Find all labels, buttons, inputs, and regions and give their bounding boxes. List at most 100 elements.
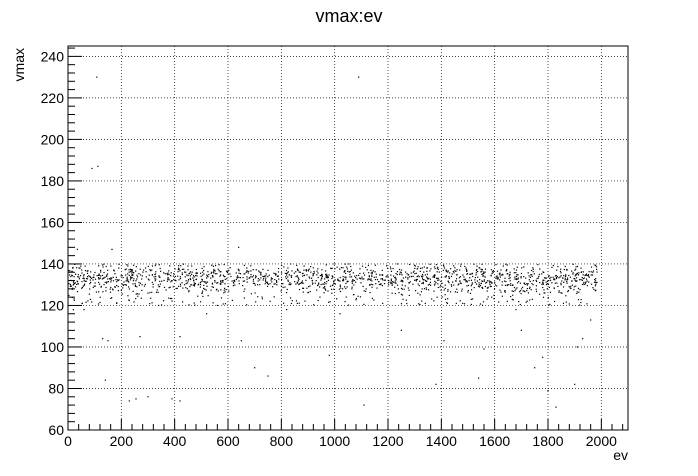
data-point	[206, 285, 208, 287]
data-point	[596, 268, 598, 270]
data-point	[174, 275, 177, 278]
data-point	[554, 279, 556, 281]
data-point	[454, 270, 456, 272]
data-point	[563, 274, 565, 277]
data-point	[309, 277, 311, 279]
data-point	[403, 288, 405, 290]
data-point	[382, 302, 384, 304]
data-point	[73, 299, 75, 301]
data-point	[344, 276, 346, 278]
data-point	[136, 293, 138, 295]
data-point	[97, 303, 100, 305]
data-point	[94, 282, 96, 284]
data-point	[447, 290, 449, 292]
data-point	[571, 270, 573, 272]
data-point	[325, 275, 327, 277]
data-point	[487, 296, 489, 298]
data-point	[297, 280, 300, 282]
data-point	[125, 268, 127, 270]
data-point	[152, 283, 154, 286]
data-point	[236, 275, 239, 277]
data-point	[117, 285, 119, 288]
data-point	[169, 286, 171, 288]
data-point	[175, 287, 177, 290]
data-point	[163, 279, 165, 282]
data-point	[594, 264, 597, 267]
data-point	[390, 268, 392, 270]
data-point	[408, 282, 410, 284]
data-point	[126, 264, 128, 266]
data-point	[594, 264, 596, 266]
data-point	[114, 286, 116, 288]
data-point	[284, 286, 286, 288]
data-point	[295, 283, 297, 285]
data-point	[96, 76, 98, 78]
data-point	[535, 290, 538, 293]
data-point	[423, 266, 425, 268]
data-point	[422, 275, 424, 277]
data-point	[355, 297, 358, 300]
data-point	[371, 275, 373, 278]
data-point	[417, 283, 419, 285]
data-point	[249, 277, 251, 279]
data-point	[492, 270, 495, 272]
data-point	[480, 268, 482, 270]
data-point	[440, 276, 443, 278]
data-point	[177, 271, 179, 273]
data-point	[151, 269, 153, 271]
data-point	[515, 269, 518, 271]
data-point	[518, 300, 520, 303]
y-axis-label: vmax	[11, 48, 27, 81]
data-point	[321, 273, 323, 275]
data-point	[481, 286, 483, 288]
data-point	[210, 272, 212, 274]
data-point	[414, 273, 416, 275]
data-point	[453, 265, 455, 267]
data-point	[447, 270, 449, 272]
data-point	[418, 276, 420, 278]
data-point	[239, 277, 241, 279]
data-point	[433, 266, 436, 268]
data-point	[452, 270, 454, 273]
data-point	[180, 265, 182, 267]
data-point	[134, 284, 137, 286]
data-point	[217, 282, 219, 284]
data-point	[396, 271, 399, 273]
data-point	[577, 299, 580, 301]
data-point	[78, 278, 81, 280]
data-point	[529, 276, 531, 279]
data-point	[182, 287, 184, 289]
data-point	[193, 302, 195, 304]
data-point	[466, 281, 468, 283]
data-point	[389, 266, 392, 268]
data-point	[120, 289, 122, 291]
data-point	[81, 269, 83, 271]
data-point	[326, 275, 328, 277]
data-point	[431, 298, 433, 300]
data-point	[437, 283, 439, 285]
data-point	[78, 276, 80, 278]
data-point	[243, 264, 245, 266]
data-point	[118, 267, 120, 269]
data-point	[356, 274, 358, 277]
data-point	[325, 270, 327, 272]
data-point	[425, 279, 427, 282]
data-point	[104, 276, 106, 278]
data-point	[413, 264, 416, 266]
data-point	[177, 265, 180, 267]
data-point	[265, 277, 267, 279]
data-point	[580, 271, 583, 273]
data-point	[564, 265, 566, 268]
data-point	[290, 276, 293, 278]
data-point	[481, 273, 483, 276]
data-point	[331, 288, 333, 291]
data-point	[396, 284, 399, 286]
data-point	[516, 266, 518, 268]
data-point	[542, 271, 544, 273]
data-point	[189, 271, 191, 273]
data-point	[321, 274, 323, 277]
data-point	[242, 276, 244, 279]
y-tick-label: 240	[41, 48, 65, 64]
data-point	[135, 293, 137, 295]
data-point	[126, 277, 128, 280]
